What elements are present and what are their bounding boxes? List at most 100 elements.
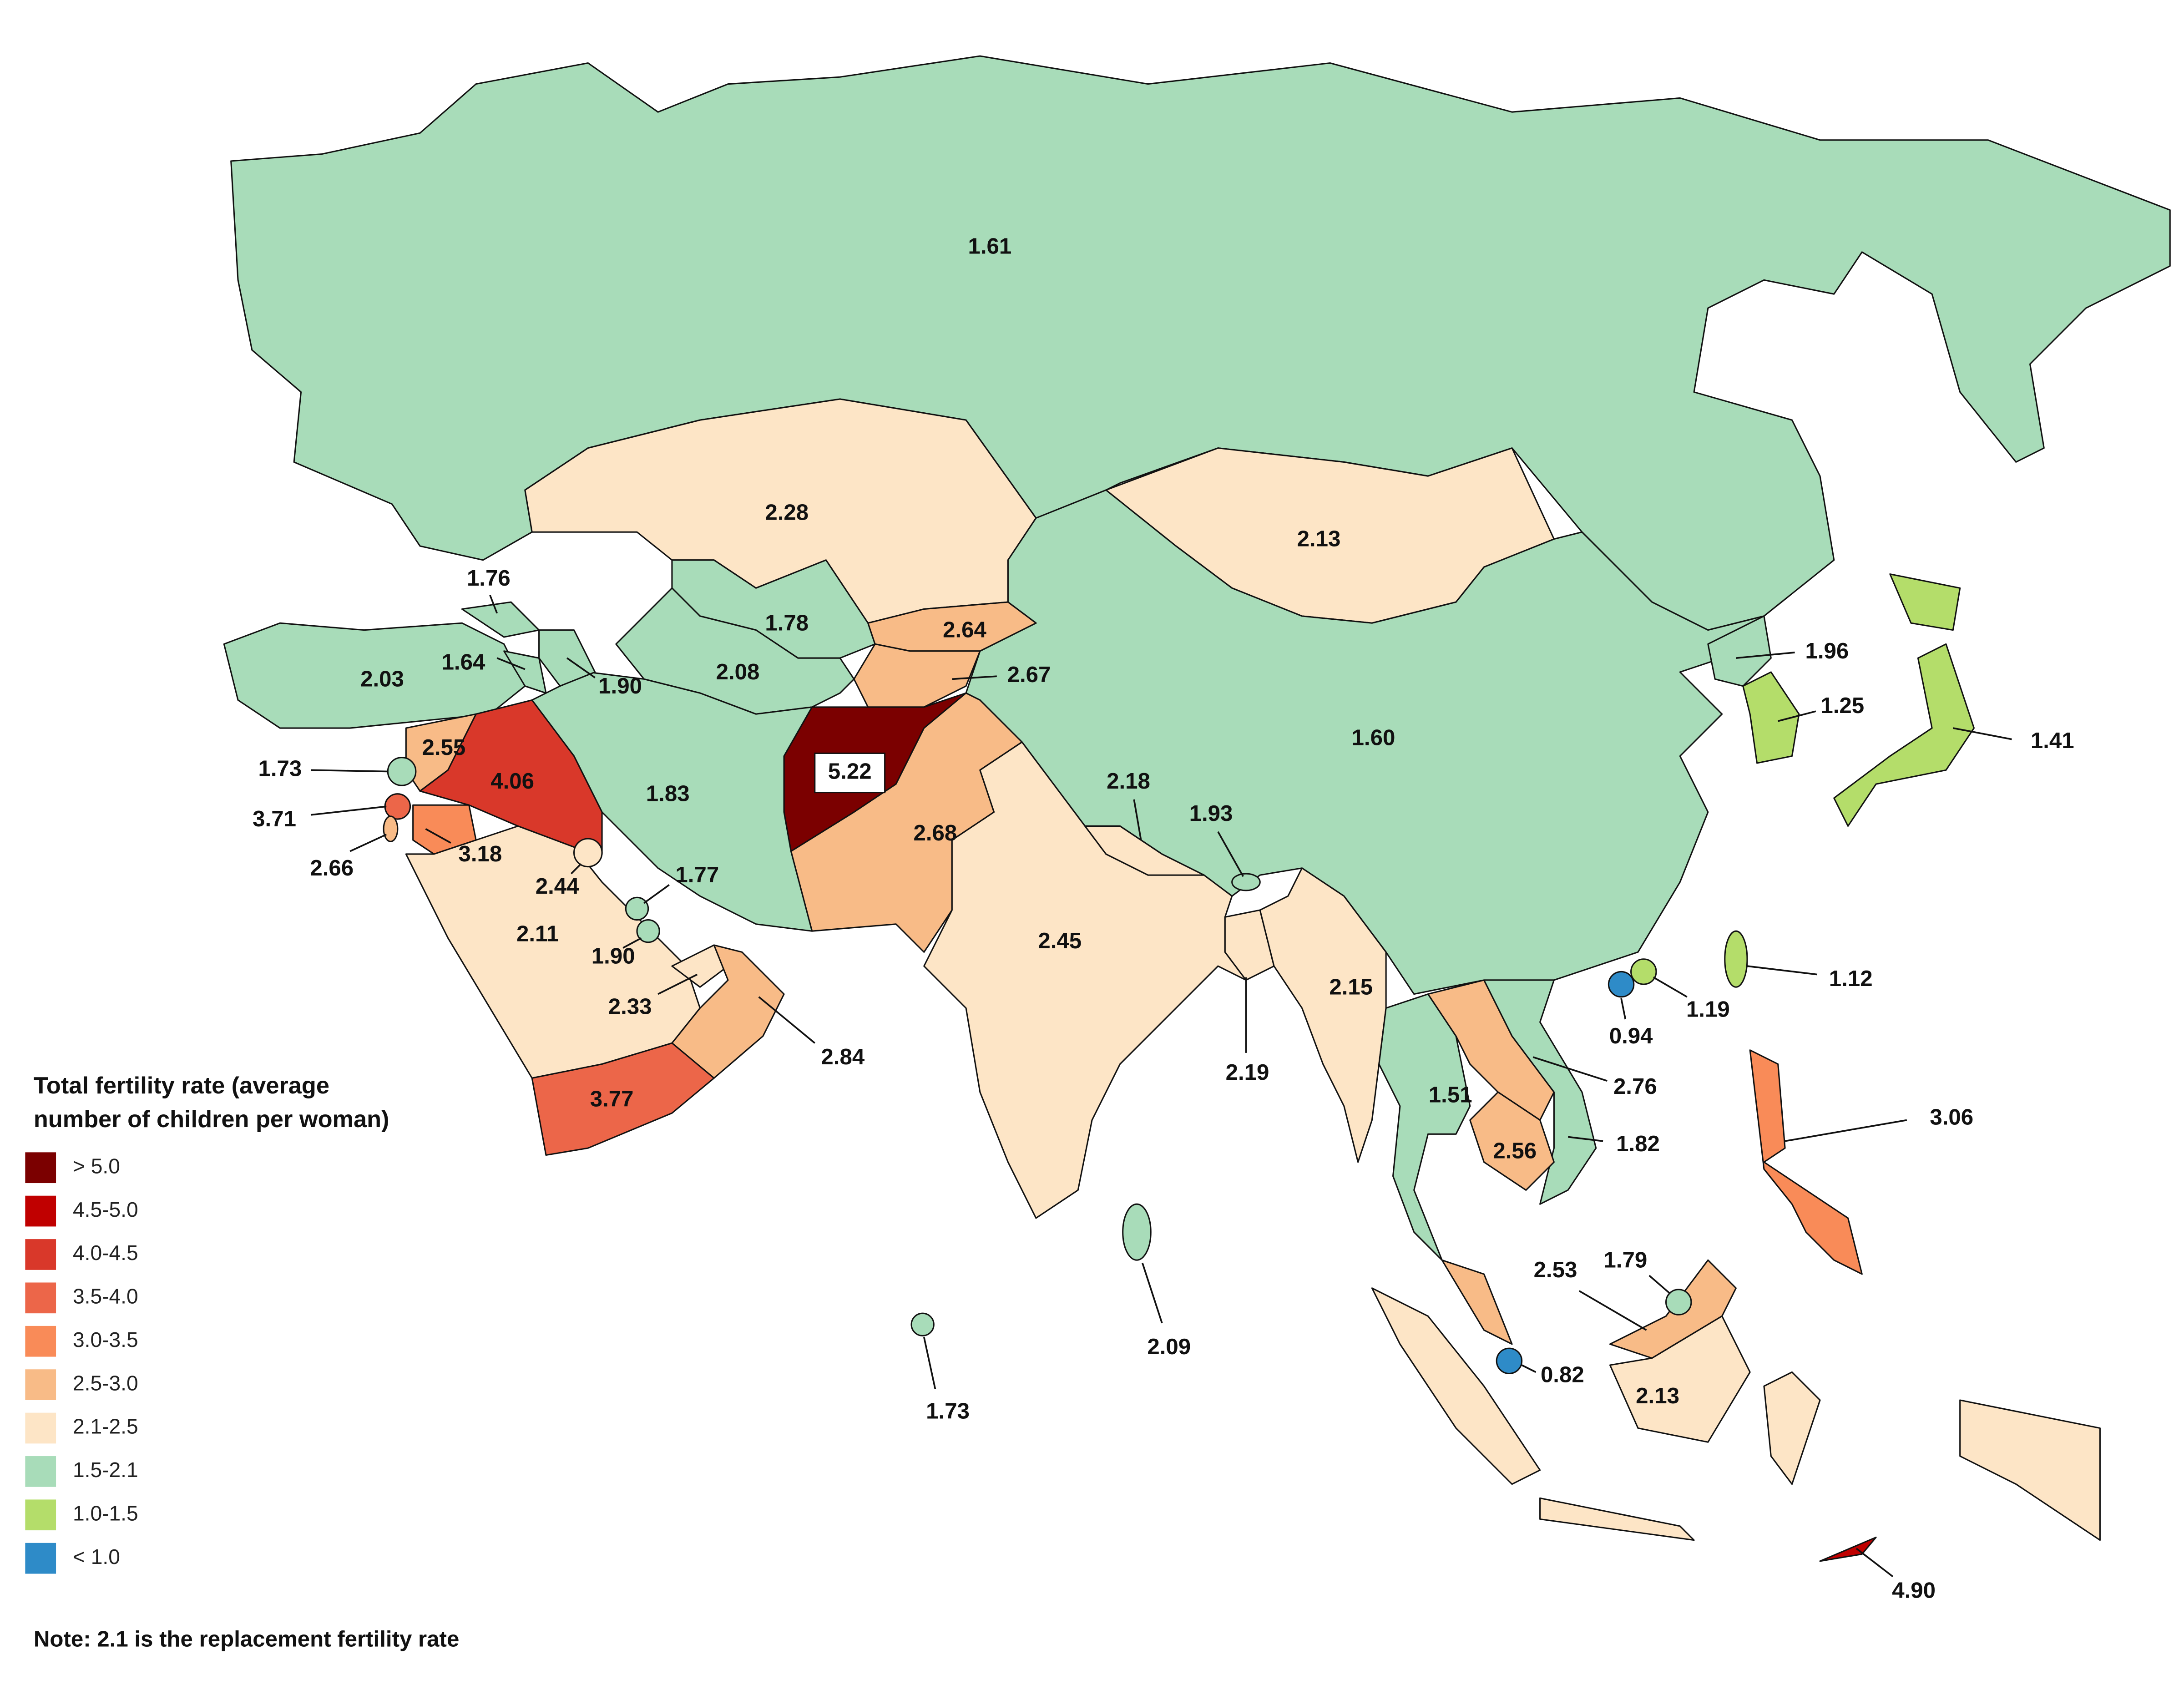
value-label: 0.82 [1541, 1362, 1584, 1387]
value-label: 1.77 [675, 862, 719, 887]
value-label: 2.08 [716, 659, 760, 684]
leader-line [489, 595, 498, 614]
value-label: 0.94 [1609, 1023, 1653, 1048]
legend-label: 1.5-2.1 [73, 1458, 138, 1482]
leader-line [1648, 1275, 1671, 1295]
value-label: 2.68 [913, 820, 957, 845]
country [1724, 930, 1748, 988]
legend-label: 3.0-3.5 [73, 1328, 138, 1351]
leader-line [1747, 965, 1818, 976]
leader-line [425, 828, 451, 844]
value-label: 2.19 [1226, 1060, 1269, 1085]
value-label: 1.61 [968, 234, 1011, 259]
country [636, 919, 660, 943]
country [1469, 1091, 1555, 1191]
value-label: 2.66 [310, 855, 354, 880]
note: Note: 2.1 is the replacement fertility r… [34, 1627, 459, 1652]
value-label: 1.76 [467, 566, 511, 591]
value-label: 5.22 [828, 759, 872, 784]
value-label: 2.44 [536, 874, 579, 899]
country [1084, 825, 1205, 876]
value-label: 3.71 [253, 806, 296, 831]
value-label: 1.90 [598, 673, 642, 698]
country [1833, 573, 1975, 827]
leader-line [310, 805, 387, 816]
country [910, 1312, 935, 1336]
legend-title: Total fertility rate (average [34, 1073, 329, 1099]
value-label: 4.06 [490, 769, 534, 794]
value-label: 2.15 [1329, 974, 1373, 999]
country [1665, 1289, 1692, 1316]
value-label: 3.06 [1930, 1105, 1973, 1130]
legend-label: 2.5-3.0 [73, 1371, 138, 1395]
leader-line [1736, 652, 1795, 659]
value-label: 1.25 [1820, 693, 1864, 718]
legend-swatch [25, 1412, 56, 1444]
leader-line [1521, 1364, 1537, 1373]
country [1742, 671, 1800, 764]
country [573, 838, 603, 868]
leader-line [1133, 799, 1142, 840]
country [531, 671, 813, 932]
value-label: 2.09 [1147, 1334, 1191, 1359]
country [1259, 867, 1387, 1163]
legend-label: 4.0-4.5 [73, 1241, 138, 1265]
leader-line [923, 1337, 936, 1389]
value-label: 2.67 [1007, 662, 1051, 687]
value-label: 1.60 [1352, 725, 1395, 750]
country [503, 650, 547, 694]
country [1231, 873, 1261, 891]
leader-line [1578, 1290, 1647, 1331]
value-label: 2.84 [821, 1044, 864, 1069]
country [1371, 1287, 2101, 1541]
country [625, 896, 649, 921]
country [1630, 958, 1657, 985]
value-label: 2.53 [1534, 1257, 1577, 1282]
legend-swatch [25, 1499, 56, 1531]
country [1224, 909, 1275, 981]
value-label: 2.11 [516, 921, 559, 946]
country [1707, 615, 1772, 687]
value-label: 1.90 [592, 944, 635, 969]
leader-line [643, 884, 670, 904]
leader-line [1653, 977, 1688, 998]
legend-swatch [25, 1326, 56, 1357]
value-labels: 1.61 2.28 2.13 1.60 1.782.08 2.64 2.67 5.22 2.68… [253, 234, 2074, 1603]
label-box [814, 752, 886, 794]
legend-title: number of children per woman) [34, 1106, 389, 1133]
leader-line [1855, 1548, 1894, 1578]
value-label: 1.12 [1829, 966, 1873, 991]
country [1819, 1536, 1877, 1562]
legend-swatch [25, 1239, 56, 1270]
legend-label: < 1.0 [73, 1545, 120, 1569]
leader-line [1620, 998, 1627, 1020]
value-label: 2.64 [943, 617, 986, 643]
country [531, 1042, 715, 1156]
leader-line [952, 675, 997, 680]
value-label: 1.96 [1805, 638, 1849, 663]
value-label: 1.19 [1686, 997, 1730, 1022]
value-label: 1.51 [1429, 1082, 1472, 1107]
value-label: 2.03 [360, 666, 404, 691]
legend-swatch [25, 1369, 56, 1400]
leader-line [571, 863, 582, 875]
value-label: 2.28 [765, 500, 809, 525]
legend-label: 3.5-4.0 [73, 1285, 138, 1308]
value-label: 1.82 [1616, 1131, 1660, 1156]
country [387, 757, 417, 786]
leader-line [1785, 1119, 1907, 1142]
country [1608, 971, 1635, 998]
leader-line [622, 937, 642, 949]
countries [223, 55, 2171, 1562]
country [1122, 1203, 1152, 1261]
value-label: 2.33 [608, 994, 652, 1019]
country [1483, 979, 1597, 1205]
value-label: 2.76 [1613, 1074, 1657, 1099]
country [383, 815, 399, 842]
leader-line [758, 996, 815, 1044]
legend: Total fertility rate (average number of … [25, 1073, 389, 1574]
leader-line [349, 834, 387, 852]
value-label: 1.73 [926, 1399, 970, 1424]
